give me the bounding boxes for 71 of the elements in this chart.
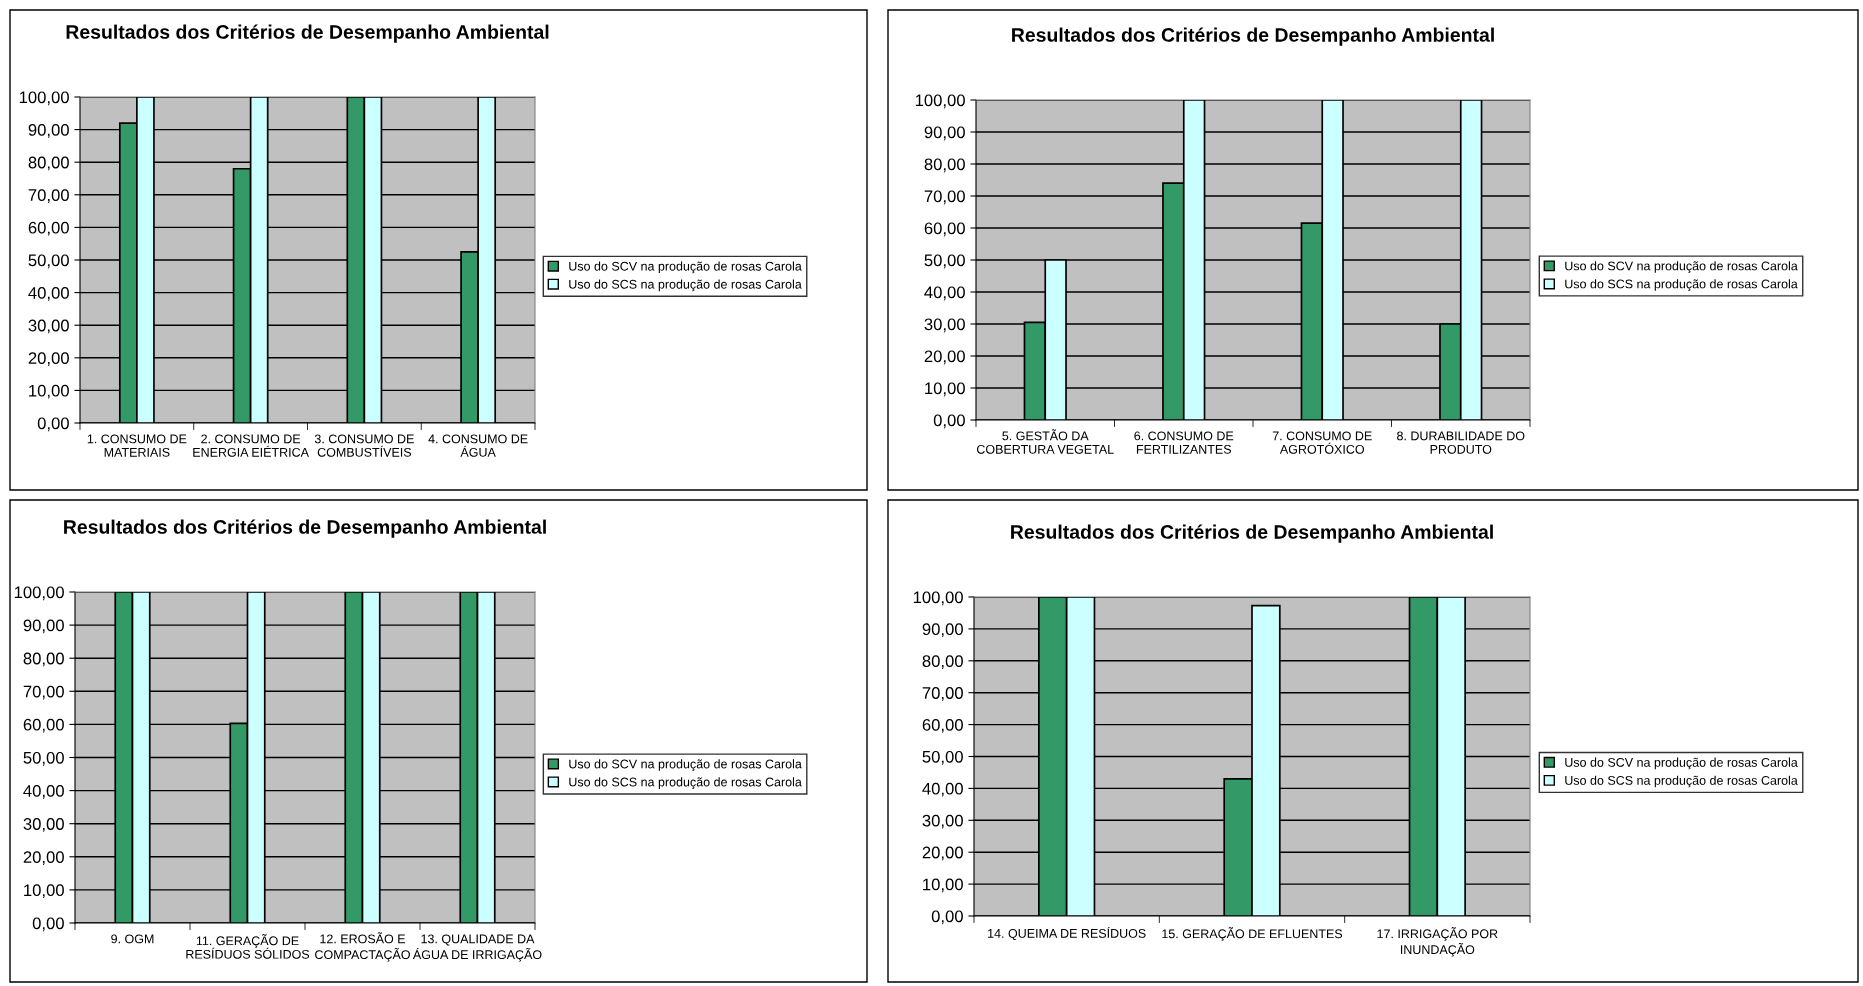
y-tick-label: 10,00 <box>923 878 963 893</box>
x-tick-label: 6. CONSUMO DE FERTILIZANTES <box>1134 431 1234 454</box>
x-tick-label: 3. CONSUMO DE COMBUSTÍVEIS <box>314 434 414 457</box>
y-tick-label: 60,00 <box>28 221 69 236</box>
y-tick-label: 0,00 <box>933 414 965 429</box>
y-tick-label: 100,00 <box>19 91 69 106</box>
x-tick-label: 11. GERAÇÃO DE RESÍDUOS SÓLIDOS <box>186 934 310 959</box>
x-tick-label: 7. CONSUMO DE AGROTÓXICO <box>1272 431 1372 454</box>
y-tick-label: 70,00 <box>23 685 64 700</box>
chart-title: Resultados dos Critérios de Desempanho Ambiental <box>64 519 546 538</box>
legend-label: Uso do SCS na produção de rosas Carola <box>1565 279 1798 291</box>
y-tick-label: 80,00 <box>23 652 64 667</box>
y-tick-label: 20,00 <box>28 352 69 366</box>
y-tick-label: 100,00 <box>915 94 965 109</box>
legend-label: Uso do SCS na produção de rosas Carola <box>569 279 802 292</box>
y-tick-label: 0,00 <box>931 910 963 925</box>
y-tick-label: 80,00 <box>28 156 69 171</box>
x-tick-label: 15. GERAÇÃO DE EFLUENTES <box>1162 927 1343 941</box>
y-tick-label: 10,00 <box>29 384 69 399</box>
y-tick-label: 40,00 <box>23 785 64 799</box>
y-tick-label: 30,00 <box>922 814 963 829</box>
y-tick-label: 90,00 <box>23 619 64 634</box>
legend-label: Uso do SCV na produção de rosas Carola <box>569 759 802 771</box>
y-tick-label: 40,00 <box>922 782 963 797</box>
y-tick-label: 20,00 <box>23 851 64 865</box>
y-tick-label: 30,00 <box>23 818 64 832</box>
y-tick-label: 50,00 <box>23 751 64 766</box>
y-tick-label: 40,00 <box>28 287 69 301</box>
y-tick-label: 70,00 <box>922 687 963 701</box>
legend-label: Uso do SCV na produção de rosas Carola <box>569 261 802 274</box>
x-tick-label: 12. EROSÃO E COMPACTAÇÃO <box>315 932 410 962</box>
chart-title: Resultados dos Critérios de Desempanho Ambiental <box>1012 27 1494 46</box>
x-tick-label: 9. OGM <box>111 934 154 944</box>
legend-label: Uso do SCS na produção de rosas Carola <box>1565 775 1798 788</box>
y-tick-label: 60,00 <box>922 719 963 733</box>
y-tick-label: 80,00 <box>924 158 965 173</box>
y-tick-label: 10,00 <box>24 884 64 899</box>
chart-title: Resultados dos Critérios de Desempanho Ambiental <box>1011 524 1493 543</box>
legend-label: Uso do SCS na produção de rosas Carola <box>569 777 802 789</box>
x-tick-label: 1. CONSUMO DE MATERIAIS <box>87 434 187 457</box>
y-tick-label: 60,00 <box>23 718 64 733</box>
y-tick-label: 50,00 <box>922 750 963 765</box>
x-tick-label: 2. CONSUMO DE ENERGIA EIÉTRICA <box>193 434 309 457</box>
y-tick-label: 20,00 <box>922 846 963 861</box>
y-tick-label: 70,00 <box>28 189 69 203</box>
y-tick-label: 90,00 <box>922 623 963 638</box>
legend-label: Uso do SCV na produção de rosas Carola <box>1565 757 1798 770</box>
y-tick-label: 30,00 <box>28 319 69 334</box>
y-tick-label: 100,00 <box>913 591 963 606</box>
y-tick-label: 100,00 <box>14 586 64 601</box>
y-tick-label: 20,00 <box>924 350 965 365</box>
y-tick-label: 50,00 <box>28 254 69 269</box>
y-tick-label: 90,00 <box>924 126 965 141</box>
y-tick-label: 80,00 <box>922 655 963 669</box>
x-tick-label: 13. QUALIDADE DA ÁGUA DE IRRIGAÇÃO <box>412 934 542 962</box>
y-tick-label: 60,00 <box>924 222 965 237</box>
y-tick-label: 50,00 <box>924 254 965 269</box>
x-tick-label: 5. GESTÃO DA COBERTURA VEGETAL <box>976 429 1114 454</box>
chart-title: Resultados dos Critérios de Desempanho Ambiental <box>66 24 549 43</box>
x-tick-label: 4. CONSUMO DE ÁGUA <box>428 434 528 457</box>
y-tick-label: 10,00 <box>925 382 965 397</box>
y-tick-label: 90,00 <box>28 124 69 138</box>
y-tick-label: 40,00 <box>924 286 965 301</box>
y-tick-label: 0,00 <box>32 917 64 932</box>
x-tick-label: 17. IRRIGAÇÃO POR INUNDAÇÃO <box>1377 927 1498 957</box>
x-tick-label: 8. DURABILIDADE DO PRODUTO <box>1397 431 1525 454</box>
y-tick-label: 0,00 <box>37 417 69 432</box>
x-tick-label: 14. QUEIMA DE RESÍDUOS <box>988 926 1146 941</box>
legend-label: Uso do SCV na produção de rosas Carola <box>1565 261 1798 273</box>
y-tick-label: 70,00 <box>924 190 965 205</box>
y-tick-label: 30,00 <box>924 318 965 333</box>
